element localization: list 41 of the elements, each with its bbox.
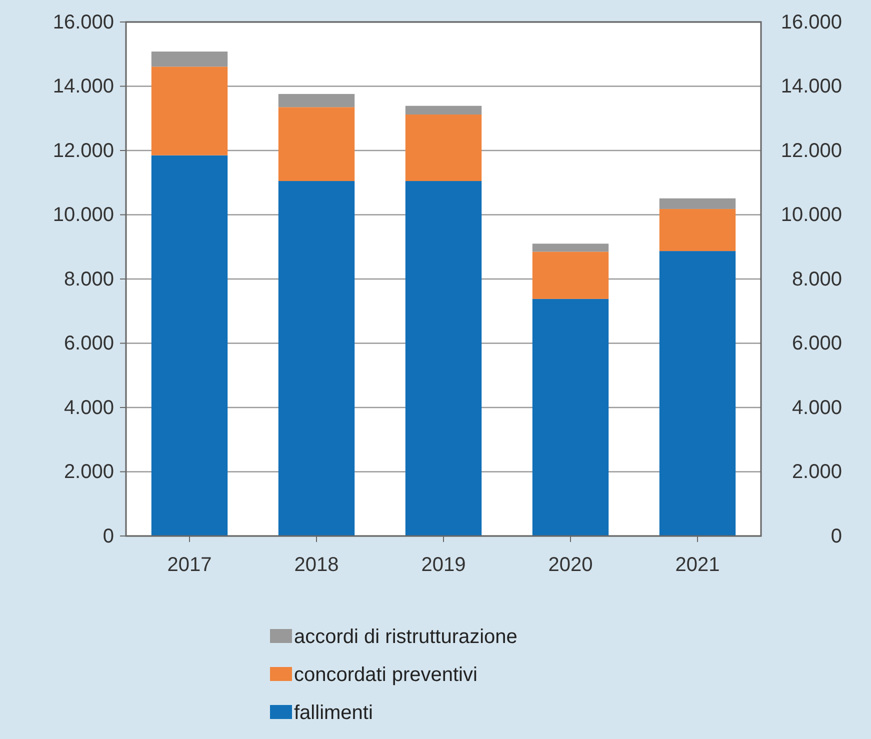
x-tick-label: 2021 [675,554,720,576]
y2-tick-label: 10.000 [780,204,842,226]
y-tick-label: 6.000 [64,332,114,355]
y-tick-label: 10.000 [52,204,114,226]
x-tick-label: 2019 [421,554,466,576]
y-tick-label: 4.000 [64,396,114,419]
y2-tick-label: 0 [830,525,842,548]
y2-tick-label: 6.000 [792,332,842,355]
y-tick-label: 0 [102,525,114,548]
bar [659,251,736,536]
bar [532,298,609,536]
y2-tick-label: 14.000 [780,76,842,98]
bar [278,181,355,536]
bar [532,244,609,252]
bar [659,208,736,252]
legend-label: concordati preventivi [294,664,478,686]
y2-tick-label: 8.000 [792,268,842,290]
legend-label: accordi di ristrutturazione [294,626,518,648]
x-tick-label: 2018 [294,554,339,576]
bar [278,107,355,182]
y2-tick-label: 16.000 [780,11,842,34]
legend-label: fallimenti [294,702,373,724]
x-tick-label: 2020 [548,554,593,576]
y-tick-label: 2.000 [64,461,114,484]
bar [405,114,482,182]
bar [405,181,482,536]
y-tick-label: 14.000 [52,76,114,98]
bar [659,198,736,209]
y-tick-label: 8.000 [64,268,114,290]
bar [405,106,482,115]
bar [278,94,355,108]
bar [151,66,228,156]
bar [532,252,609,299]
x-tick-label: 2017 [167,554,212,576]
y2-tick-label: 4.000 [792,396,842,419]
y2-tick-label: 12.000 [780,140,842,162]
bar [151,155,228,536]
y2-tick-label: 2.000 [792,461,842,484]
y-tick-label: 12.000 [52,140,114,162]
bar [151,52,228,67]
y-tick-label: 16.000 [52,11,114,34]
